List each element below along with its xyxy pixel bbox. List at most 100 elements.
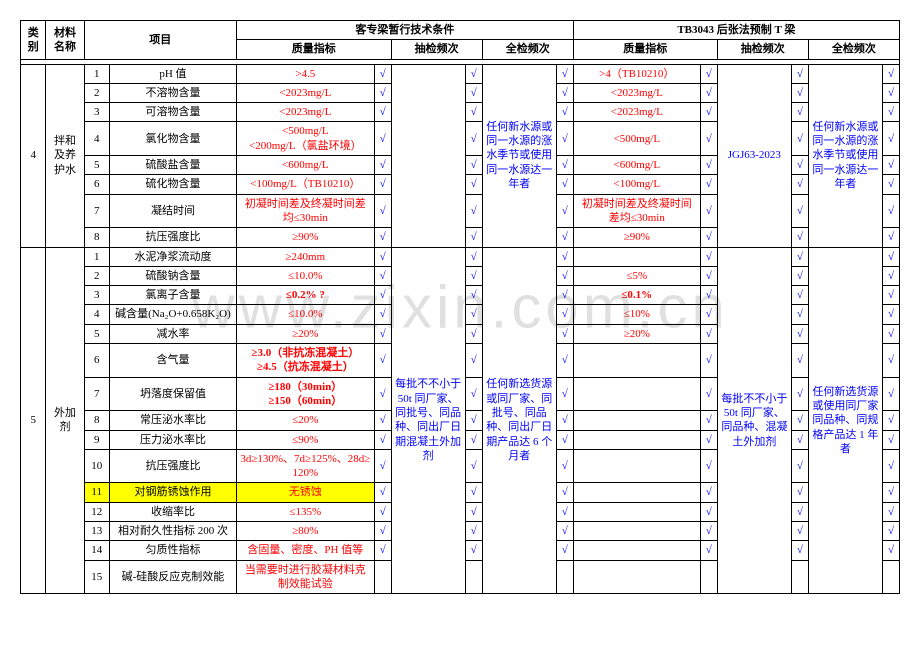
- row-name: 收缩率比: [109, 502, 236, 521]
- check-mark: √: [791, 103, 808, 122]
- check-mark: √: [882, 228, 899, 247]
- row-num: 4: [84, 305, 109, 324]
- row-num: 15: [84, 560, 109, 594]
- row-num: 8: [84, 228, 109, 247]
- check-mark: [556, 560, 573, 594]
- check-mark: √: [374, 344, 391, 378]
- full-left: 任何新选货源或同厂家、同批号、同品种、同出厂日期产品达 6 个月者: [482, 247, 556, 594]
- qi-left: ≤20%: [236, 411, 374, 430]
- check-mark: √: [882, 344, 899, 378]
- check-mark: √: [465, 305, 482, 324]
- th-full-r: 全检频次: [808, 40, 899, 59]
- check-mark: √: [791, 483, 808, 502]
- row-num: 7: [84, 377, 109, 411]
- row-num: 14: [84, 541, 109, 560]
- check-mark: √: [700, 502, 717, 521]
- check-mark: √: [700, 449, 717, 483]
- qi-left: <2023mg/L: [236, 83, 374, 102]
- qi-right: [573, 449, 700, 483]
- qi-left: <2023mg/L: [236, 103, 374, 122]
- check-mark: √: [556, 324, 573, 343]
- check-mark: √: [465, 156, 482, 175]
- check-mark: √: [465, 344, 482, 378]
- qi-right: <2023mg/L: [573, 83, 700, 102]
- check-mark: √: [556, 103, 573, 122]
- check-mark: √: [700, 228, 717, 247]
- row-name: 坍落度保留值: [109, 377, 236, 411]
- check-mark: √: [700, 103, 717, 122]
- table-row: 4拌和及养护水1pH 值>4.5√√任何新水源或同一水源的涨水季节或使用同一水源…: [21, 64, 900, 83]
- check-mark: √: [465, 175, 482, 194]
- qi-right: ≥90%: [573, 228, 700, 247]
- check-mark: [374, 560, 391, 594]
- check-mark: √: [556, 344, 573, 378]
- check-mark: √: [556, 83, 573, 102]
- row-name: 抗压强度比: [109, 449, 236, 483]
- th-left-group: 客专梁暂行技术条件: [236, 21, 573, 40]
- row-name: 硫酸钠含量: [109, 266, 236, 285]
- qi-right: [573, 344, 700, 378]
- row-num: 3: [84, 286, 109, 305]
- th-item: 项目: [84, 21, 236, 60]
- row-num: 6: [84, 175, 109, 194]
- check-mark: √: [882, 541, 899, 560]
- row-num: 7: [84, 194, 109, 228]
- row-name: pH 值: [109, 64, 236, 83]
- th-qi-l: 质量指标: [236, 40, 391, 59]
- check-mark: √: [556, 122, 573, 156]
- row-num: 5: [84, 324, 109, 343]
- qi-left: <100mg/L（TB10210）: [236, 175, 374, 194]
- table-row: 5外加剂1水泥净浆流动度≥240mm√每批不不小于50t 同厂家、同批号、同品种…: [21, 247, 900, 266]
- check-mark: √: [882, 194, 899, 228]
- check-mark: √: [374, 449, 391, 483]
- qi-left: ≤10.0%: [236, 305, 374, 324]
- check-mark: √: [374, 122, 391, 156]
- qi-right: ≤0.1%: [573, 286, 700, 305]
- row-num: 6: [84, 344, 109, 378]
- check-mark: √: [882, 449, 899, 483]
- row-num: 12: [84, 502, 109, 521]
- check-mark: √: [556, 175, 573, 194]
- row-num: 8: [84, 411, 109, 430]
- check-mark: √: [556, 411, 573, 430]
- check-mark: √: [374, 175, 391, 194]
- check-mark: √: [882, 411, 899, 430]
- check-mark: √: [882, 305, 899, 324]
- check-mark: √: [700, 483, 717, 502]
- qi-right: [573, 522, 700, 541]
- check-mark: √: [556, 502, 573, 521]
- check-mark: √: [791, 122, 808, 156]
- check-mark: [700, 560, 717, 594]
- check-mark: √: [791, 286, 808, 305]
- check-mark: √: [465, 122, 482, 156]
- qi-right: [573, 430, 700, 449]
- th-spot-l: 抽检频次: [391, 40, 482, 59]
- check-mark: [791, 560, 808, 594]
- check-mark: √: [882, 64, 899, 83]
- row-name: 碱-硅酸反应克制效能: [109, 560, 236, 594]
- row-num: 9: [84, 430, 109, 449]
- check-mark: √: [882, 175, 899, 194]
- qi-right: [573, 560, 700, 594]
- table-body: 4拌和及养护水1pH 值>4.5√√任何新水源或同一水源的涨水季节或使用同一水源…: [21, 59, 900, 594]
- check-mark: √: [374, 286, 391, 305]
- check-mark: √: [700, 83, 717, 102]
- qi-right: [573, 541, 700, 560]
- check-mark: √: [465, 64, 482, 83]
- check-mark: √: [465, 83, 482, 102]
- check-mark: √: [556, 228, 573, 247]
- check-mark: √: [791, 228, 808, 247]
- row-num: 5: [84, 156, 109, 175]
- row-name: 相对耐久性指标 200 次: [109, 522, 236, 541]
- check-mark: √: [791, 502, 808, 521]
- check-mark: √: [700, 156, 717, 175]
- th-spot-r: 抽检频次: [717, 40, 808, 59]
- row-name: 碱含量(Na₂O+0.658K₂O): [109, 305, 236, 324]
- cat-cell: 5: [21, 247, 46, 594]
- qi-right: [573, 502, 700, 521]
- row-name: 氯离子含量: [109, 286, 236, 305]
- check-mark: √: [882, 377, 899, 411]
- qi-right: ≥20%: [573, 324, 700, 343]
- qi-right: ≤5%: [573, 266, 700, 285]
- qi-left: 3d≥130%、7d≥125%、28d≥120%: [236, 449, 374, 483]
